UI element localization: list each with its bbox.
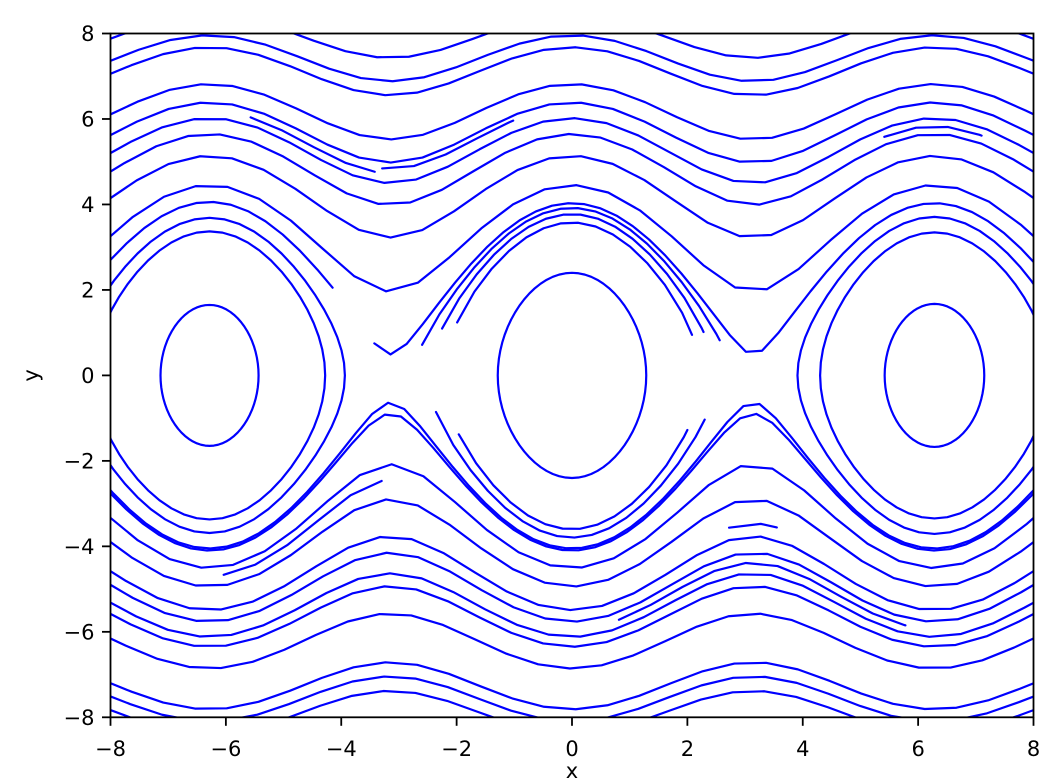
trajectory-line — [110, 200, 334, 289]
x-tick-label: 4 — [796, 737, 809, 761]
y-tick-label: 8 — [81, 22, 94, 46]
closed-orbit-line — [883, 302, 986, 449]
x-axis-label: x — [566, 759, 578, 780]
trajectory-line — [110, 401, 1034, 550]
trajectory-line — [440, 213, 705, 334]
trajectory-line — [110, 154, 1034, 239]
trajectory-line — [110, 551, 1034, 623]
trajectory-line — [110, 412, 1034, 552]
trajectory-line — [434, 410, 706, 539]
trajectory-line — [110, 46, 1034, 97]
trajectory-line — [727, 522, 778, 529]
y-tick-label: −6 — [64, 620, 95, 644]
trajectory-line — [110, 689, 1034, 718]
trajectory-line — [883, 125, 983, 138]
y-tick-label: 4 — [81, 193, 94, 217]
x-tick-label: −8 — [95, 737, 126, 761]
x-tick-label: −2 — [441, 737, 472, 761]
trajectory-line — [457, 428, 689, 530]
trajectory-line — [110, 463, 1034, 570]
y-tick-label: 0 — [81, 364, 94, 388]
y-tick-label: −4 — [64, 535, 95, 559]
trajectory-line — [373, 202, 1034, 356]
x-tick-label: −6 — [210, 737, 241, 761]
trajectory-line — [110, 132, 1034, 206]
closed-orbit-line — [110, 230, 327, 521]
trajectory-line — [110, 101, 1034, 164]
trajectory-line — [617, 561, 907, 627]
x-tick-label: 0 — [565, 737, 578, 761]
trajectory-line — [110, 572, 1034, 638]
y-axis-label: y — [19, 369, 43, 381]
trajectory-line — [110, 34, 1034, 83]
trajectory-line — [110, 117, 1034, 184]
x-tick-label: 8 — [1027, 737, 1040, 761]
trajectory-line — [381, 119, 515, 170]
trajectory-line — [110, 585, 1034, 648]
axis-ticks: −8 −6 −4 −2 0 2 4 6 8 −8 −6 −4 −2 0 2 4 6 8 — [64, 22, 1041, 761]
closed-orbit-line — [819, 231, 1034, 520]
closed-orbit-line — [159, 303, 260, 447]
x-tick-label: 2 — [681, 737, 694, 761]
trajectory-line — [110, 612, 1034, 670]
trajectory-line — [456, 221, 694, 336]
trajectory-line — [222, 479, 383, 576]
y-tick-label: 6 — [81, 108, 94, 132]
trajectory-curves — [110, 33, 1034, 718]
trajectory-line — [110, 82, 1034, 141]
trajectory-line — [110, 184, 1034, 293]
closed-orbit-line — [110, 216, 346, 535]
y-tick-label: −2 — [64, 449, 95, 473]
closed-orbit-line — [496, 271, 648, 480]
trajectory-line — [110, 661, 1034, 711]
trajectory-line — [110, 675, 1034, 718]
trajectory-line — [420, 207, 721, 346]
x-tick-label: −4 — [326, 737, 357, 761]
trajectory-line — [110, 535, 1034, 612]
y-tick-label: −8 — [64, 706, 95, 730]
x-tick-label: 6 — [911, 737, 924, 761]
closed-orbit-line — [796, 215, 1034, 536]
y-tick-label: 2 — [81, 279, 94, 303]
trajectory-line — [110, 498, 1034, 588]
trajectory-line — [249, 116, 376, 173]
